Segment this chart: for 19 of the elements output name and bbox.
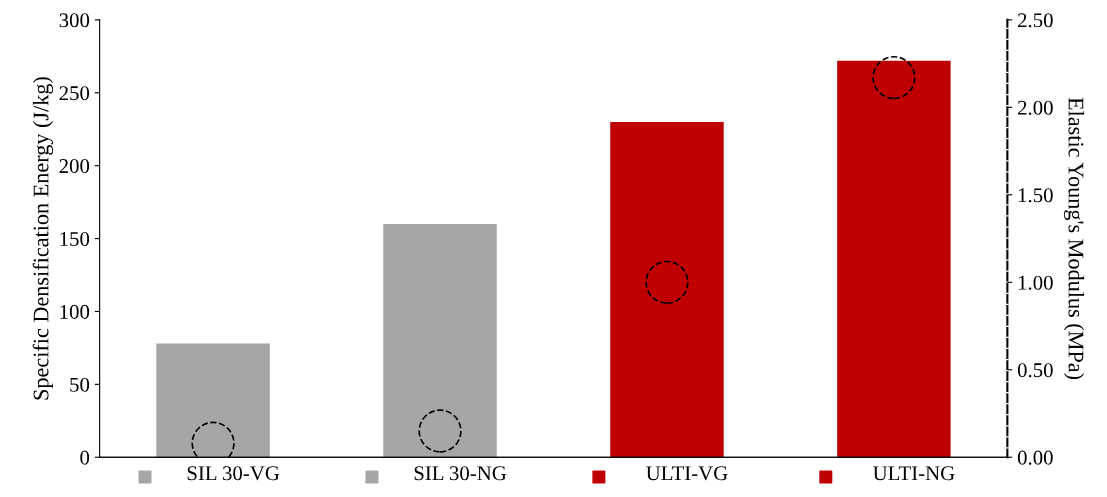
y-tick-label: 250: [59, 86, 90, 101]
y2-tick-label: 2.50: [1018, 13, 1053, 28]
y2-tick-label: 1.50: [1018, 188, 1053, 203]
y-tick-label: 100: [60, 304, 90, 319]
y2-tick-label: 2.00: [1018, 100, 1053, 115]
x-tick-label: SIL 30-VG: [187, 466, 280, 481]
y-tick-label: 200: [59, 159, 90, 174]
y-tick-label: 150: [60, 231, 90, 246]
x-tick-label: ULTI-VG: [646, 466, 728, 481]
y2-tick-label: 0.00: [1017, 450, 1053, 465]
y-tick-label: 50: [70, 377, 90, 392]
y-tick-label: 300: [59, 13, 90, 28]
y2-tick-label: 0.50: [1017, 363, 1053, 378]
y2-axis-title: Elastic Young's Modulus (MPa): [1063, 97, 1085, 380]
y-tick-label: 0: [80, 450, 90, 465]
x-tick-label: SIL 30-NG: [414, 466, 507, 481]
y-axis-title: Specific Densification Energy (J/kg): [32, 77, 54, 400]
y2-tick-label: 1.00: [1018, 275, 1053, 290]
x-tick-label: ULTI-NG: [873, 466, 955, 481]
